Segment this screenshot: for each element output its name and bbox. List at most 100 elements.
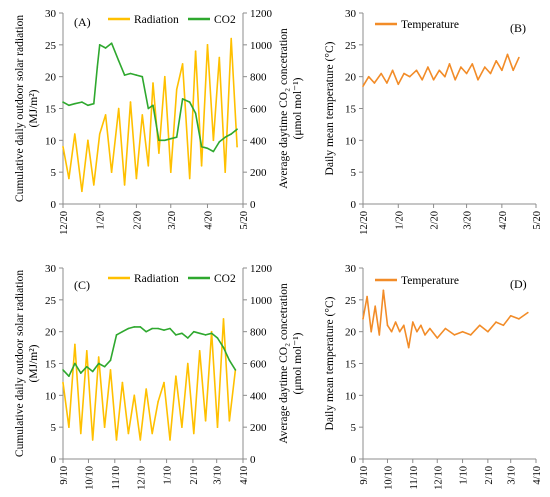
data-point-co2: [127, 327, 130, 330]
data-point-temperature: [416, 330, 418, 333]
data-point-radiation: [127, 432, 130, 435]
data-point-temperature: [495, 321, 497, 323]
x-tick-label: 9/10: [59, 466, 70, 485]
data-point-co2: [141, 75, 144, 78]
y-tick-label-left: 0: [51, 199, 57, 211]
data-point-co2: [109, 359, 112, 362]
x-tick-label: 4/20: [203, 211, 214, 230]
data-point-co2: [97, 362, 100, 365]
data-point-temperature: [370, 330, 373, 333]
data-point-temperature: [471, 63, 474, 65]
x-tick-label: 3/20: [463, 211, 474, 230]
y-tick-label-left: 0: [351, 454, 357, 466]
data-point-radiation: [158, 152, 160, 154]
data-point-radiation: [98, 133, 101, 135]
data-point-co2: [152, 104, 154, 107]
y-tick-label-left: 10: [345, 390, 357, 402]
data-point-radiation: [62, 381, 64, 384]
data-point-radiation: [115, 439, 118, 441]
y-tick-label-right: 0: [250, 199, 256, 211]
legend-label-co2: CO2: [214, 14, 236, 26]
data-point-temperature: [415, 69, 418, 72]
data-point-co2: [115, 334, 118, 336]
data-point-temperature: [386, 324, 389, 327]
y-axis-title-left-line2: (MJ/m²): [28, 89, 40, 127]
data-point-radiation: [135, 177, 138, 180]
data-point-co2: [193, 330, 195, 333]
data-point-co2: [158, 139, 160, 142]
data-point-radiation: [224, 171, 226, 173]
data-point-co2: [194, 112, 197, 115]
data-point-radiation: [81, 190, 83, 193]
data-point-radiation: [204, 420, 207, 422]
panel-a: 0 5 10 15 20 25 30 0 200 400 600 800 1000 1200 12/20 1/…: [14, 8, 304, 235]
data-point-temperature: [412, 321, 414, 323]
panel-label: (B): [510, 21, 526, 35]
data-point-co2: [68, 375, 70, 378]
data-point-co2: [236, 128, 238, 130]
data-point-radiation: [187, 362, 189, 365]
data-point-radiation: [188, 177, 191, 180]
x-tick-label: 12/20: [59, 211, 70, 235]
y-tick-label-left: 25: [45, 295, 57, 307]
y-tick-label-right: 800: [250, 327, 267, 339]
data-point-radiation: [198, 350, 201, 352]
data-point-co2: [212, 150, 215, 153]
data-point-co2: [110, 42, 113, 44]
data-point-radiation: [194, 50, 197, 52]
y-tick-label-left: 25: [345, 295, 357, 307]
data-point-co2: [91, 370, 94, 373]
data-point-temperature: [478, 324, 481, 327]
y-tick-label-left: 15: [45, 104, 57, 116]
data-point-co2: [230, 133, 232, 135]
legend-label-co2: CO2: [214, 273, 236, 285]
y-axis-title: Daily mean temperature (°C): [324, 296, 336, 430]
y-tick-label-right: 0: [250, 454, 256, 466]
x-tick-label: 10/10: [84, 466, 95, 490]
data-point-co2: [181, 98, 184, 100]
y-tick-label-left: 15: [345, 359, 357, 371]
y-tick-label-left: 30: [345, 263, 357, 275]
data-point-radiation: [97, 356, 100, 358]
data-point-co2: [151, 327, 153, 330]
data-point-temperature: [465, 72, 468, 75]
x-tick-label: 1/10: [459, 466, 470, 485]
panel-label: (C): [74, 278, 90, 292]
data-point-co2: [68, 104, 70, 107]
panel-c: 0 5 10 15 20 25 30 0 200 400 600 800 1000 1200 9/10 10/…: [14, 263, 304, 490]
y-axis-title-left-line2: (MJ/m²): [28, 344, 40, 382]
y-tick-label-right: 1000: [250, 40, 273, 52]
series-line-radiation: [62, 318, 237, 441]
data-point-radiation: [139, 439, 142, 441]
y-axis-title-right-line1: Average daytime CO₂ concetration: [278, 283, 290, 444]
data-point-temperature: [366, 295, 368, 298]
data-point-co2: [62, 101, 64, 103]
data-point-co2: [104, 47, 107, 49]
data-point-temperature: [487, 330, 489, 333]
legend-label-temperature: Temperature: [401, 19, 459, 31]
data-point-co2: [139, 326, 142, 328]
data-point-co2: [170, 137, 172, 140]
y-tick-label-right: 1000: [250, 295, 273, 307]
data-point-co2: [204, 334, 207, 336]
y-tick-label-left: 15: [345, 104, 357, 116]
data-point-temperature: [397, 83, 400, 86]
data-point-radiation: [145, 388, 147, 390]
y-axis-title-right: Average daytime CO₂ concetration (μmol mo…: [278, 28, 304, 189]
data-point-co2: [181, 332, 183, 335]
data-point-temperature: [390, 330, 393, 333]
legend: Temperature: [375, 275, 459, 287]
y-tick-label-left: 0: [351, 199, 357, 211]
data-point-temperature: [509, 315, 512, 317]
x-tick-label: 5/20: [239, 211, 250, 230]
y-tick-label-left: 30: [345, 8, 357, 20]
data-point-radiation: [110, 171, 113, 173]
y-tick-label-right: 600: [250, 359, 267, 371]
data-point-temperature: [429, 327, 431, 330]
x-tick-label: 2/20: [132, 211, 143, 230]
data-point-temperature: [424, 334, 426, 336]
data-point-co2: [164, 139, 166, 142]
data-point-co2: [123, 74, 126, 76]
y-tick-label-left: 0: [51, 454, 57, 466]
